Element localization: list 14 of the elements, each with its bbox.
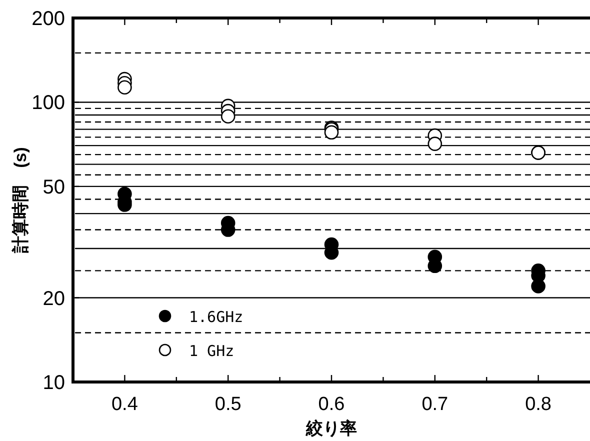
x-tick-label: 0.8 xyxy=(525,394,552,415)
y-tick-label: 200 xyxy=(32,8,65,30)
x-tick-label: 0.7 xyxy=(422,394,448,415)
x-tick-label: 0.4 xyxy=(111,394,138,415)
y-axis-title: 計算時間 (s) xyxy=(11,147,30,254)
y-tick-label: 10 xyxy=(42,372,65,394)
y-tick-label: 100 xyxy=(32,92,65,114)
x-tick-label: 0.5 xyxy=(214,394,242,415)
x-tick-label: 0.6 xyxy=(318,394,345,415)
y-tick-label: 50 xyxy=(42,176,65,198)
legend-label: 1.6GHz xyxy=(189,308,244,326)
x-axis-title: 絞り率 xyxy=(305,419,357,438)
legend-label: 1 GHz xyxy=(189,342,234,360)
y-tick-label: 20 xyxy=(42,288,65,310)
